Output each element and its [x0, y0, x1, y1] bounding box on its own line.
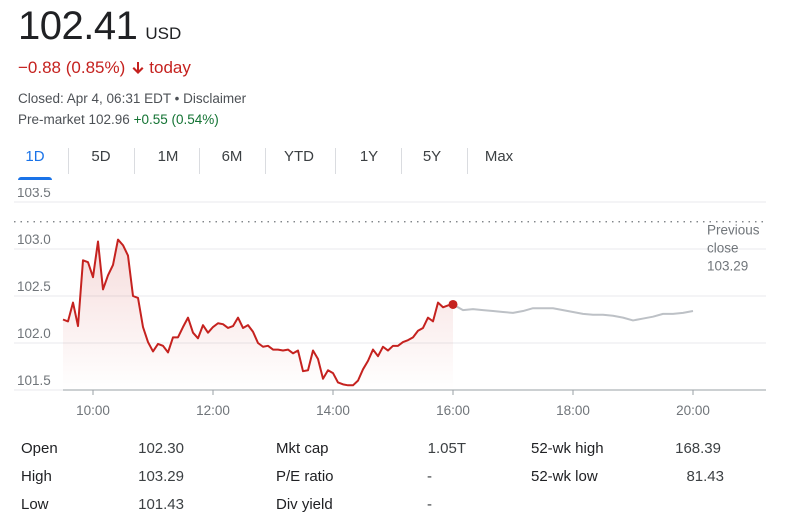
- x-tick-label: 12:00: [196, 403, 230, 418]
- tab-5d[interactable]: 5D: [91, 148, 111, 165]
- y-tick-label: 102.5: [17, 279, 51, 294]
- stat-div-yield-label: Div yield: [276, 496, 333, 513]
- premarket-status: Pre-market 102.96 +0.55 (0.54%): [18, 112, 219, 127]
- current-price: 102.41: [18, 4, 138, 48]
- x-tick-label: 14:00: [316, 403, 350, 418]
- arrow-down-icon: [132, 62, 144, 74]
- tab-1d[interactable]: 1D: [18, 148, 52, 180]
- y-tick-label: 103.5: [17, 188, 51, 200]
- stat-52wk-high-label: 52-wk high: [531, 440, 604, 457]
- y-tick-label: 101.5: [17, 373, 51, 388]
- tab-6m[interactable]: 6M: [221, 148, 243, 165]
- tab-divider: [401, 148, 402, 174]
- extended-hours-line: [452, 303, 694, 322]
- x-tick-label: 20:00: [676, 403, 710, 418]
- tab-1y[interactable]: 1Y: [359, 148, 379, 165]
- stat-52wk-low-value: 81.43: [686, 468, 724, 485]
- x-axis-labels: 10:00 12:00 14:00 16:00 18:00 20:00: [76, 390, 710, 418]
- previous-close-label: Previous: [707, 223, 760, 238]
- closed-status: Closed: Apr 4, 06:31 EDT • Disclaimer: [18, 91, 247, 106]
- currency-label: USD: [145, 24, 182, 43]
- previous-close-label: close: [707, 241, 739, 256]
- stat-mkt-cap-value: 1.05T: [427, 440, 466, 457]
- tab-max[interactable]: Max: [484, 148, 514, 165]
- price-header: 102.41 USD: [18, 4, 181, 49]
- tab-1m[interactable]: 1M: [157, 148, 179, 165]
- stat-high-label: High: [21, 468, 52, 485]
- tab-divider: [467, 148, 468, 174]
- premarket-price: Pre-market 102.96: [18, 112, 130, 127]
- session-price-line: [62, 238, 454, 387]
- stat-div-yield-value: -: [427, 496, 432, 513]
- stat-52wk-high-value: 168.39: [675, 440, 721, 457]
- tab-ytd[interactable]: YTD: [284, 148, 314, 165]
- stat-pe-ratio-value: -: [427, 468, 432, 485]
- change-value: −0.88 (0.85%): [18, 58, 126, 77]
- session-area-fill: [63, 239, 453, 390]
- x-tick-label: 18:00: [556, 403, 590, 418]
- tab-5y[interactable]: 5Y: [422, 148, 442, 165]
- stat-52wk-low-label: 52-wk low: [531, 468, 598, 485]
- last-price-marker: [448, 299, 458, 309]
- previous-close-value: 103.29: [707, 259, 748, 274]
- tab-divider: [199, 148, 200, 174]
- tab-divider: [134, 148, 135, 174]
- change-period: today: [149, 58, 191, 77]
- price-change: −0.88 (0.85%) today: [18, 58, 191, 78]
- premarket-change: +0.55 (0.54%): [133, 112, 219, 127]
- stat-open-label: Open: [21, 440, 58, 457]
- x-tick-label: 16:00: [436, 403, 470, 418]
- stat-low-label: Low: [21, 496, 49, 513]
- tab-divider: [68, 148, 69, 174]
- y-tick-label: 102.0: [17, 326, 51, 341]
- stat-open-value: 102.30: [138, 440, 184, 457]
- tab-divider: [335, 148, 336, 174]
- price-chart[interactable]: 101.5 102.0 102.5 103.0 103.5 10:00 12:00 14:0…: [0, 188, 800, 420]
- y-axis-labels: 101.5 102.0 102.5 103.0 103.5: [17, 188, 51, 388]
- tab-divider: [265, 148, 266, 174]
- y-tick-label: 103.0: [17, 232, 51, 247]
- x-tick-label: 10:00: [76, 403, 110, 418]
- stat-high-value: 103.29: [138, 468, 184, 485]
- range-tabs: 1D 5D 1M 6M YTD 1Y 5Y Max: [18, 148, 768, 180]
- stat-pe-ratio-label: P/E ratio: [276, 468, 334, 485]
- stat-mkt-cap-label: Mkt cap: [276, 440, 329, 457]
- stat-low-value: 101.43: [138, 496, 184, 513]
